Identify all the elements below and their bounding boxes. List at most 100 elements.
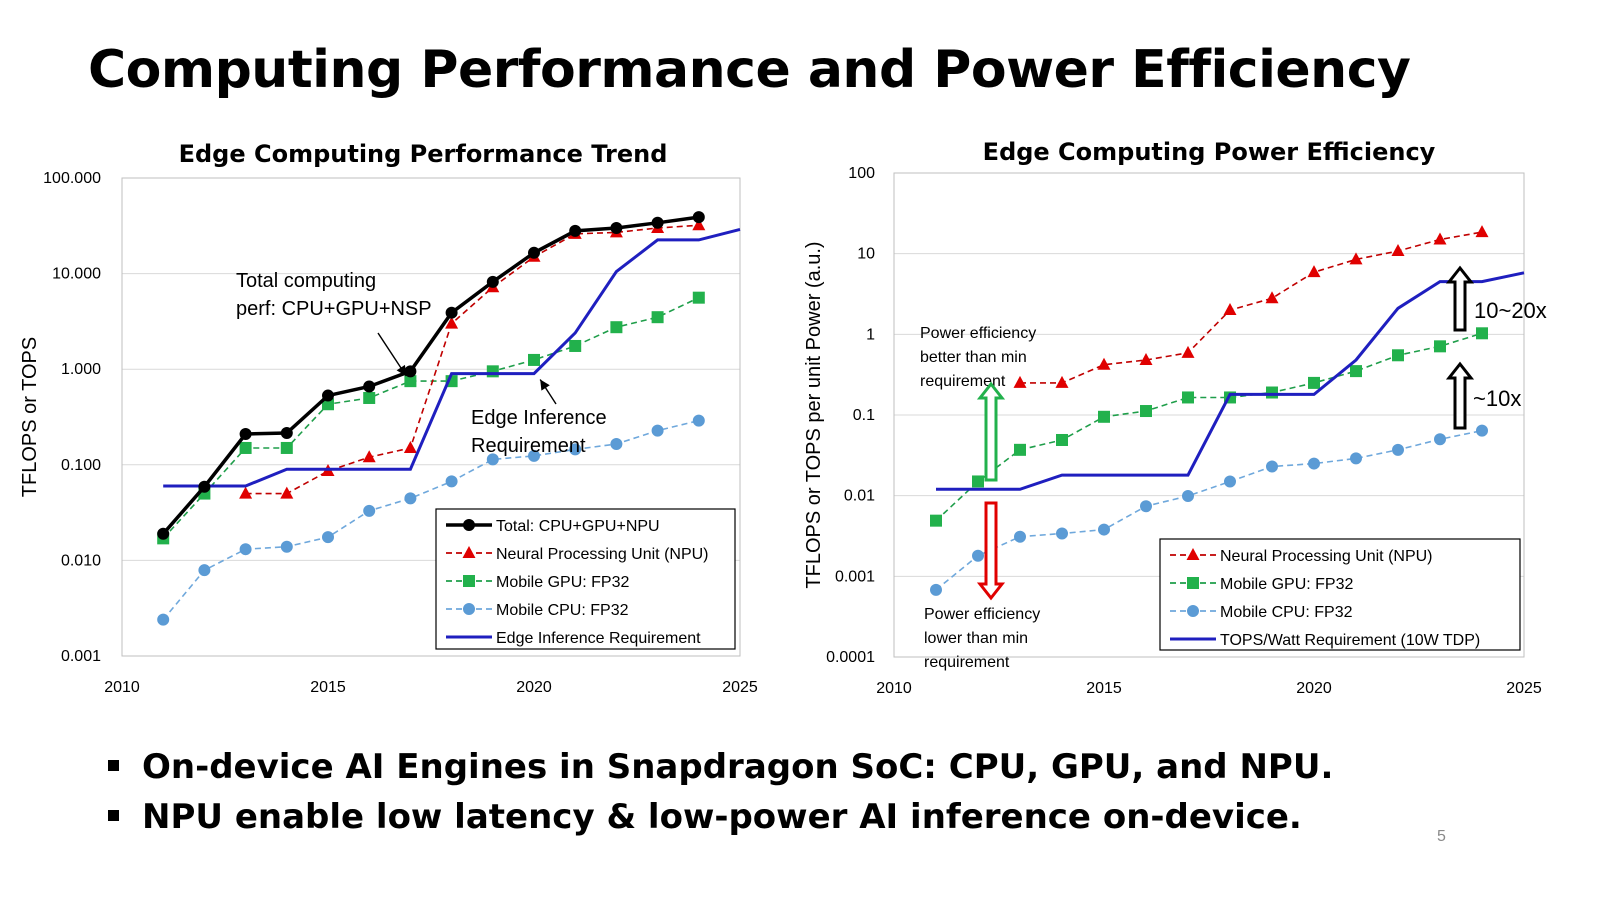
c1-series-gpu-point bbox=[1014, 443, 1026, 456]
c0-y-axis-label: TFLOPS or TOPS bbox=[19, 337, 41, 497]
c1-annotation-lower-line2: lower than min bbox=[924, 630, 1028, 647]
c1-series-npu-point bbox=[1307, 265, 1321, 278]
c1-series-npu-point bbox=[1055, 375, 1069, 388]
c1-series-cpu-point bbox=[1056, 527, 1068, 540]
c0-series-cpu-point bbox=[692, 414, 705, 427]
c0-series-gpu-point bbox=[280, 441, 293, 454]
c0-series-gpu-line bbox=[162, 296, 700, 539]
c0-y-tick-label: 0.010 bbox=[61, 552, 101, 569]
c0-series-gpu-point bbox=[651, 311, 664, 324]
performance-trend-chart: Edge Computing Performance Trend 0.001 0.0… bbox=[19, 140, 758, 696]
c0-series-total-point bbox=[610, 221, 623, 234]
c1-series-npu-point bbox=[1391, 243, 1405, 256]
c0-series-cpu-line bbox=[162, 419, 699, 621]
c0-legend-label-cpu: Mobile CPU: FP32 bbox=[496, 602, 629, 619]
c0-legend-sample-cpu-marker bbox=[463, 603, 475, 615]
c0-series-npu-point bbox=[692, 218, 706, 231]
c0-series-cpu-point bbox=[569, 443, 582, 456]
c0-series-total-point bbox=[692, 211, 705, 224]
c0-series-total-line bbox=[161, 215, 700, 535]
c0-legend-label-gpu: Mobile GPU: FP32 bbox=[496, 574, 629, 591]
c1-series-gpu-point bbox=[1350, 365, 1362, 378]
c1-annotation-10-20x: 10~20x bbox=[1474, 298, 1547, 323]
power-efficiency-chart: Edge Computing Power Efficiency 0.0001 0.0… bbox=[803, 138, 1547, 697]
c1-series-cpu-point bbox=[1224, 475, 1236, 488]
bullet-square-icon bbox=[108, 810, 119, 821]
c0-series-cpu-point bbox=[157, 613, 170, 626]
c0-y-tick-label: 10.000 bbox=[52, 266, 101, 283]
c0-y-tick-label: 0.001 bbox=[61, 648, 101, 665]
c0-series-npu-line bbox=[245, 224, 699, 495]
c0-legend-label-npu: Neural Processing Unit (NPU) bbox=[496, 546, 709, 563]
c0-series-npu-point bbox=[362, 450, 376, 463]
c1-green-up-arrow-inner bbox=[978, 383, 1004, 481]
c1-gap-arrow-npu-outer bbox=[1445, 265, 1475, 332]
c1-series-npu-point bbox=[1433, 232, 1447, 245]
c0-legend-label-requirement: Edge Inference Requirement bbox=[496, 630, 701, 647]
c0-series-cpu-point bbox=[363, 504, 376, 517]
c1-plot-frame bbox=[893, 172, 1525, 658]
c0-series-cpu-point bbox=[486, 453, 499, 466]
c1-series-cpu-line bbox=[935, 429, 1483, 591]
c1-series-npu-point bbox=[1475, 225, 1489, 238]
c0-series-npu-point bbox=[239, 486, 253, 499]
c0-y-tick-label: 0.100 bbox=[61, 457, 101, 474]
c0-series-total-point bbox=[198, 480, 211, 493]
c0-series-cpu-point bbox=[322, 531, 334, 544]
bullet-square-icon bbox=[108, 760, 119, 771]
c0-series-gpu-point bbox=[569, 339, 582, 352]
c1-red-down-arrow-inner bbox=[978, 502, 1004, 599]
c1-series-gpu-point bbox=[1434, 340, 1446, 353]
c0-x-tick-label: 2020 bbox=[516, 679, 552, 696]
c1-legend-sample-gpu-marker bbox=[1187, 577, 1199, 589]
c1-legend-label-requirement: TOPS/Watt Requirement (10W TDP) bbox=[1220, 632, 1480, 649]
slide-title: Computing Performance and Power Efficien… bbox=[88, 40, 1411, 100]
c1-x-tick-label: 2015 bbox=[1086, 680, 1122, 697]
c1-legend-box bbox=[1159, 538, 1521, 651]
c1-annotation-better-line1: Power efficiency bbox=[920, 325, 1036, 342]
c0-series-gpu-point bbox=[528, 353, 540, 366]
c0-legend-sample-gpu-marker bbox=[463, 575, 475, 587]
c0-series-total-point bbox=[363, 380, 376, 393]
c1-annotation-10x: ~10x bbox=[1473, 386, 1521, 411]
c1-series-cpu-point bbox=[1350, 452, 1362, 465]
c0-annotation-req-arrow-head bbox=[540, 379, 550, 391]
c1-series-npu-point bbox=[1139, 353, 1153, 366]
c1-y-axis-label: TFLOPS or TOPS per unit Power (a.u.) bbox=[803, 241, 825, 588]
c1-series-cpu-point bbox=[1098, 523, 1110, 536]
c1-series-gpu-point bbox=[930, 514, 942, 527]
c1-y-tick-label: 0.0001 bbox=[826, 649, 875, 666]
c1-series-npu-point bbox=[1097, 357, 1111, 370]
c1-series-gpu-point bbox=[1476, 327, 1488, 340]
c1-series-cpu-point bbox=[930, 583, 942, 596]
c1-series-gpu-point bbox=[1056, 433, 1068, 446]
c1-legend-label-cpu: Mobile CPU: FP32 bbox=[1220, 604, 1353, 621]
c1-annotation-lower-line3: requirement bbox=[924, 654, 1010, 671]
c0-chart-title: Edge Computing Performance Trend bbox=[179, 140, 668, 168]
c0-annotation-total-line2: perf: CPU+GPU+NSP bbox=[236, 298, 432, 320]
c1-series-gpu-point bbox=[1140, 405, 1152, 418]
c0-annotation-req-line2: Requirement bbox=[471, 435, 586, 457]
bullet-text-2: NPU enable low latency & low-power AI in… bbox=[142, 797, 1302, 837]
c1-legend-label-npu: Neural Processing Unit (NPU) bbox=[1220, 548, 1433, 565]
c1-series-cpu-point bbox=[1266, 460, 1278, 473]
c1-y-tick-label: 100 bbox=[848, 165, 875, 182]
c0-series-cpu-point bbox=[239, 543, 252, 556]
c0-series-gpu-point bbox=[610, 321, 623, 334]
c1-series-cpu-point bbox=[1140, 500, 1152, 513]
c1-series-cpu-point bbox=[1434, 433, 1446, 446]
c1-series-gpu-point bbox=[972, 475, 984, 488]
c0-series-cpu-point bbox=[445, 475, 458, 488]
c0-series-cpu-point bbox=[404, 492, 417, 505]
c0-series-npu-point bbox=[280, 486, 294, 499]
c0-series-gpu-point bbox=[239, 441, 252, 454]
c1-y-tick-label: 10 bbox=[857, 246, 875, 263]
c1-y-tick-label: 0.1 bbox=[853, 407, 875, 424]
c0-series-total-point bbox=[157, 527, 170, 540]
c1-legend-label-gpu: Mobile GPU: FP32 bbox=[1220, 576, 1353, 593]
bullet-text-1: On-device AI Engines in Snapdragon SoC: … bbox=[142, 747, 1334, 787]
c0-y-tick-label: 100.000 bbox=[43, 170, 101, 187]
c0-series-gpu-point bbox=[322, 398, 334, 411]
page-number: 5 bbox=[1437, 828, 1446, 845]
c1-legend-sample-cpu-marker bbox=[1187, 605, 1199, 617]
